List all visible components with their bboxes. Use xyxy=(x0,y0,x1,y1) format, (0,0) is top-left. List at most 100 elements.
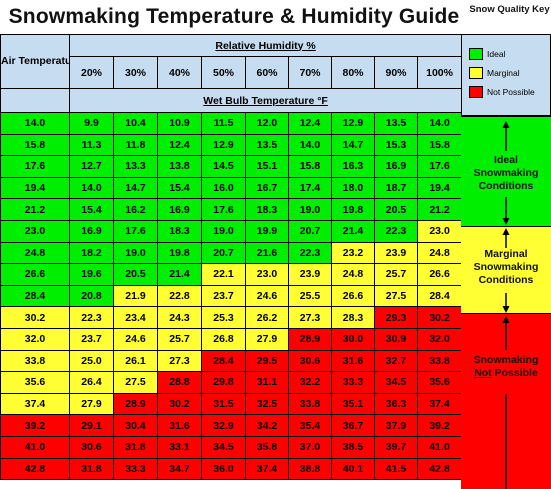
wet-bulb-cell: 28.9 xyxy=(113,392,158,416)
wet-bulb-cell: 25.3 xyxy=(201,306,246,329)
wet-bulb-cell: 14.7 xyxy=(113,176,158,200)
snowmaking-table-wrapper: Air Temperature °F Relative Humidity % 2… xyxy=(0,34,461,489)
humidity-level-header: 90% xyxy=(374,56,418,89)
air-temperature-cell: 17.6 xyxy=(0,155,70,178)
marginal-zone: Marginal Snowmaking Conditions xyxy=(461,226,551,313)
swatch-ideal xyxy=(469,47,483,60)
wet-bulb-cell: 34.5 xyxy=(374,371,418,394)
wet-bulb-cell: 11.5 xyxy=(201,112,246,135)
key-label: Marginal xyxy=(487,67,520,78)
wet-bulb-cell: 14.7 xyxy=(331,133,375,157)
wet-bulb-cell: 40.1 xyxy=(331,457,375,481)
wet-bulb-cell: 30.0 xyxy=(331,327,375,351)
wet-bulb-cell: 19.8 xyxy=(331,198,375,221)
wet-bulb-cell: 26.4 xyxy=(69,371,114,394)
wet-bulb-cell: 35.8 xyxy=(245,435,289,459)
wet-bulb-cell: 23.4 xyxy=(113,306,158,329)
air-temperature-header: Air Temperature °F xyxy=(0,34,70,89)
wet-bulb-cell: 31.6 xyxy=(331,349,375,373)
ideal-zone: Ideal Snowmaking Conditions xyxy=(461,116,551,226)
wet-bulb-cell: 18.7 xyxy=(374,176,418,200)
wet-bulb-cell: 39.7 xyxy=(374,435,418,459)
table-row: 21.2 15.4 16.2 16.9 17.6 18.3 19.0 19.8 20.5 21.2 xyxy=(0,198,461,221)
humidity-level-header: 40% xyxy=(157,56,202,89)
wet-bulb-cell: 22.3 xyxy=(288,241,332,265)
table-row: 32.0 23.7 24.6 25.7 26.8 27.9 28.9 30.0 30.9 32.0 xyxy=(0,327,461,351)
wet-bulb-cell: 27.5 xyxy=(374,284,418,308)
wet-bulb-cell: 22.8 xyxy=(157,284,202,308)
wet-bulb-cell: 35.6 xyxy=(416,371,461,394)
key-item-ideal: Ideal xyxy=(469,44,550,63)
wet-bulb-cell: 17.6 xyxy=(416,155,461,178)
marginal-zone-label: Marginal Snowmaking Conditions xyxy=(473,248,539,286)
air-temperature-cell: 19.4 xyxy=(0,176,70,200)
wet-bulb-cell: 30.2 xyxy=(157,392,202,416)
wet-bulb-cell: 16.9 xyxy=(157,198,202,221)
wet-bulb-cell: 34.2 xyxy=(245,414,289,437)
wet-bulb-cell: 37.0 xyxy=(288,435,332,459)
wet-bulb-cell: 34.5 xyxy=(201,435,246,459)
not-possible-zone: Snowmaking Not Possible xyxy=(461,313,551,489)
wet-bulb-cell: 19.8 xyxy=(157,241,202,265)
wet-bulb-cell: 35.1 xyxy=(331,392,375,416)
wet-bulb-cell: 10.9 xyxy=(157,112,202,135)
wet-bulb-cell: 18.3 xyxy=(157,219,202,243)
wet-bulb-cell: 16.9 xyxy=(374,155,418,178)
not-possible-prefix: Snowmaking xyxy=(473,354,539,366)
wet-bulb-cell: 33.1 xyxy=(157,435,202,459)
wet-bulb-cell: 38.8 xyxy=(288,457,332,481)
wet-bulb-cell: 21.6 xyxy=(245,241,289,265)
wet-bulb-cell: 27.3 xyxy=(288,306,332,329)
wet-bulb-cell: 13.8 xyxy=(157,155,202,178)
arrow-down-icon xyxy=(502,293,510,313)
not-possible-zone-label: Snowmaking Not Possible xyxy=(461,354,551,380)
air-temperature-cell: 32.0 xyxy=(0,327,70,351)
wet-bulb-cell: 14.0 xyxy=(288,133,332,157)
wet-bulb-cell: 13.3 xyxy=(113,155,158,178)
wet-bulb-cell: 23.7 xyxy=(201,284,246,308)
wet-bulb-cell: 20.8 xyxy=(69,284,114,308)
air-temperature-cell: 26.6 xyxy=(0,263,70,286)
wet-bulb-cell: 28.4 xyxy=(201,349,246,373)
wet-bulb-cell: 33.3 xyxy=(113,457,158,481)
wet-bulb-cell: 20.7 xyxy=(201,241,246,265)
table-body: 14.0 9.9 10.4 10.9 11.5 12.0 12.4 12.9 13.5 14.0 1… xyxy=(0,112,461,481)
table-row: 42.8 31.8 33.3 34.7 36.0 37.4 38.8 40.1 41.5 42.8 xyxy=(0,457,461,481)
wet-bulb-cell: 28.4 xyxy=(416,284,461,308)
air-temperature-cell: 35.6 xyxy=(0,371,70,394)
page-title: Snowmaking Temperature & Humidity Guide xyxy=(8,5,460,28)
wet-bulb-cell: 26.1 xyxy=(113,349,158,373)
wet-bulb-cell: 22.3 xyxy=(374,219,418,243)
swatch-marginal xyxy=(469,66,483,79)
air-temperature-cell: 42.8 xyxy=(0,457,70,481)
snow-quality-key: Ideal Marginal Not Possible xyxy=(461,34,551,116)
table-row: 24.8 18.2 19.0 19.8 20.7 21.6 22.3 23.2 23.9 24.8 xyxy=(0,241,461,265)
wet-bulb-cell: 20.7 xyxy=(288,219,332,243)
wet-bulb-cell: 29.3 xyxy=(374,306,418,329)
wet-bulb-cell: 19.4 xyxy=(416,176,461,200)
wet-bulb-cell: 41.5 xyxy=(374,457,418,481)
table-row: 39.2 29.1 30.4 31.6 32.9 34.2 35.4 36.7 37.9 39.2 xyxy=(0,414,461,437)
swatch-not-possible xyxy=(469,85,483,98)
table-row: 35.6 26.4 27.5 28.8 29.8 31.1 32.2 33.3 34.5 35.6 xyxy=(0,371,461,394)
wet-bulb-cell: 17.4 xyxy=(288,176,332,200)
humidity-level-header: 50% xyxy=(201,56,246,89)
wet-bulb-cell: 30.4 xyxy=(113,414,158,437)
wet-bulb-cell: 26.8 xyxy=(201,327,246,351)
wet-bulb-cell: 37.4 xyxy=(245,457,289,481)
wet-bulb-cell: 18.2 xyxy=(69,241,114,265)
wet-bulb-cell: 24.6 xyxy=(245,284,289,308)
wet-bulb-cell: 19.0 xyxy=(201,219,246,243)
wet-bulb-cell: 33.3 xyxy=(331,371,375,394)
wet-bulb-cell: 23.7 xyxy=(69,327,114,351)
wet-bulb-cell: 33.8 xyxy=(288,392,332,416)
wet-bulb-cell: 33.8 xyxy=(416,349,461,373)
wet-bulb-cell: 18.0 xyxy=(331,176,375,200)
wet-bulb-cell: 21.4 xyxy=(331,219,375,243)
key-item-marginal: Marginal xyxy=(469,63,550,82)
blank-header-cell xyxy=(0,88,70,113)
wet-bulb-cell: 15.8 xyxy=(416,133,461,157)
wet-bulb-cell: 22.1 xyxy=(201,263,246,286)
arrow-up-icon xyxy=(502,121,510,151)
wet-bulb-cell: 25.0 xyxy=(69,349,114,373)
